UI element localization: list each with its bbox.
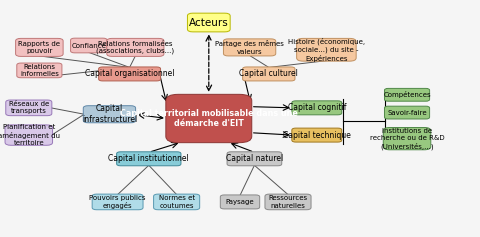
FancyBboxPatch shape [243, 67, 295, 81]
Text: Confiance: Confiance [72, 42, 106, 49]
FancyBboxPatch shape [15, 38, 63, 56]
FancyBboxPatch shape [6, 100, 52, 116]
FancyBboxPatch shape [166, 94, 252, 143]
FancyBboxPatch shape [384, 106, 430, 119]
Text: Acteurs: Acteurs [189, 18, 228, 27]
Text: Compétences: Compétences [383, 91, 431, 98]
FancyBboxPatch shape [154, 194, 200, 210]
Text: Capital cognitif: Capital cognitif [288, 103, 346, 112]
FancyBboxPatch shape [17, 63, 62, 78]
FancyBboxPatch shape [71, 38, 107, 53]
Text: Capital organisationnel: Capital organisationnel [85, 69, 174, 78]
FancyBboxPatch shape [84, 106, 136, 123]
FancyBboxPatch shape [292, 101, 342, 115]
FancyBboxPatch shape [265, 194, 311, 210]
Text: Ressources
naturelles: Ressources naturelles [268, 195, 308, 209]
Text: Capital
infrastructurel: Capital infrastructurel [82, 104, 137, 124]
FancyBboxPatch shape [297, 38, 356, 61]
FancyBboxPatch shape [223, 39, 276, 56]
FancyBboxPatch shape [384, 88, 430, 101]
Text: Histoire (économique,
sociale...) du site -
Expériences: Histoire (économique, sociale...) du sit… [288, 38, 365, 62]
FancyBboxPatch shape [117, 152, 181, 166]
Text: Capital institutionnel: Capital institutionnel [108, 154, 189, 163]
Text: Institutions de
recherche ou de R&D
(Universités,...): Institutions de recherche ou de R&D (Uni… [370, 128, 444, 150]
Text: Capital culturel: Capital culturel [240, 69, 298, 78]
Text: Partage des mêmes
valeurs: Partage des mêmes valeurs [215, 40, 284, 55]
Text: Capital naturel: Capital naturel [226, 154, 283, 163]
FancyBboxPatch shape [227, 152, 282, 166]
Text: Rapports de
pouvoir: Rapports de pouvoir [18, 41, 60, 54]
FancyBboxPatch shape [220, 195, 260, 209]
FancyBboxPatch shape [187, 13, 230, 32]
Text: Paysage: Paysage [226, 199, 254, 205]
Text: Relations formalisées
(associations, clubs...): Relations formalisées (associations, clu… [96, 41, 174, 54]
Text: Pouvoirs publics
engagés: Pouvoirs publics engagés [89, 195, 146, 209]
FancyBboxPatch shape [292, 128, 342, 142]
Text: Savoir-faire: Savoir-faire [387, 109, 427, 116]
Text: Capital territorial mobilisable dans une
démarche d'EIT: Capital territorial mobilisable dans une… [120, 109, 298, 128]
FancyBboxPatch shape [383, 128, 431, 150]
Text: Relations
informelles: Relations informelles [20, 64, 59, 77]
FancyBboxPatch shape [5, 125, 53, 145]
Text: Planification et
aménagement du
territoire: Planification et aménagement du territoi… [0, 124, 60, 146]
Text: Capital technique: Capital technique [283, 131, 351, 140]
FancyBboxPatch shape [99, 67, 160, 81]
Text: Réseaux de
transports: Réseaux de transports [9, 101, 49, 114]
Text: Normes et
coutumes: Normes et coutumes [158, 195, 195, 209]
FancyBboxPatch shape [107, 38, 164, 56]
FancyBboxPatch shape [92, 194, 143, 210]
